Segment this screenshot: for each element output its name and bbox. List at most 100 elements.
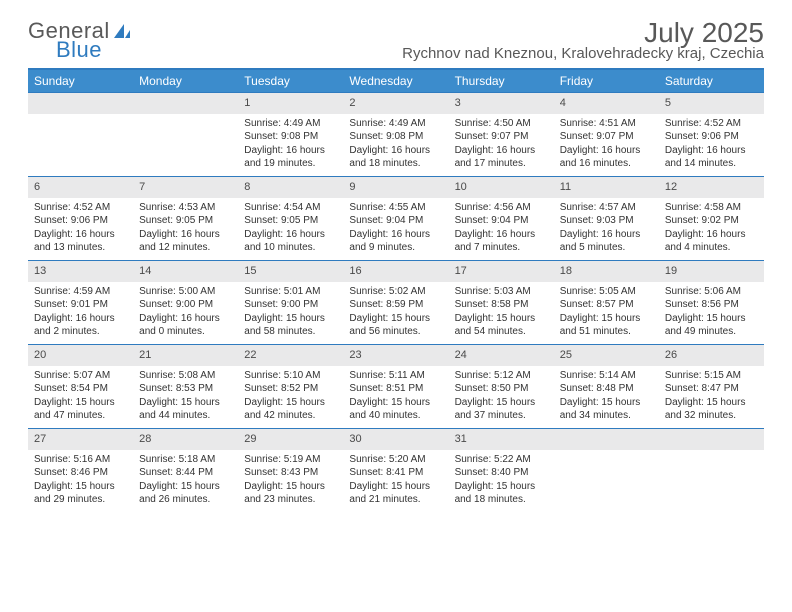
day-number: 25 bbox=[554, 345, 659, 366]
day-header: Tuesday bbox=[238, 69, 343, 93]
sunrise-line: Sunrise: 4:58 AM bbox=[665, 201, 758, 215]
day-number: 19 bbox=[659, 261, 764, 282]
day-number: 6 bbox=[28, 177, 133, 198]
day-header: Friday bbox=[554, 69, 659, 93]
sunrise-line: Sunrise: 5:11 AM bbox=[349, 369, 442, 383]
cell-body: Sunrise: 5:07 AMSunset: 8:54 PMDaylight:… bbox=[28, 366, 133, 427]
sunset-line: Sunset: 9:04 PM bbox=[349, 214, 442, 228]
day-number: 17 bbox=[449, 261, 554, 282]
cell-body: Sunrise: 5:01 AMSunset: 9:00 PMDaylight:… bbox=[238, 282, 343, 343]
calendar-cell: 29Sunrise: 5:19 AMSunset: 8:43 PMDayligh… bbox=[238, 428, 343, 512]
sunset-line: Sunset: 8:47 PM bbox=[665, 382, 758, 396]
calendar-cell: 20Sunrise: 5:07 AMSunset: 8:54 PMDayligh… bbox=[28, 344, 133, 428]
sunset-line: Sunset: 8:53 PM bbox=[139, 382, 232, 396]
sunrise-line: Sunrise: 5:00 AM bbox=[139, 285, 232, 299]
daylight-line: Daylight: 15 hours and 42 minutes. bbox=[244, 396, 337, 423]
sunset-line: Sunset: 8:43 PM bbox=[244, 466, 337, 480]
calendar-week-row: 1 Sunrise: 4:49 AM Sunset: 9:08 PM Daylight… bbox=[28, 92, 764, 176]
day-number: 8 bbox=[238, 177, 343, 198]
daylight-line: Daylight: 16 hours and 17 minutes. bbox=[455, 144, 548, 171]
sunrise-line: Sunrise: 4:55 AM bbox=[349, 201, 442, 215]
sunrise-line: Sunrise: 5:03 AM bbox=[455, 285, 548, 299]
day-number: 10 bbox=[449, 177, 554, 198]
sunset-line: Sunset: 9:06 PM bbox=[34, 214, 127, 228]
daylight-line: Daylight: 16 hours and 5 minutes. bbox=[560, 228, 653, 255]
cell-body: Sunrise: 4:54 AMSunset: 9:05 PMDaylight:… bbox=[238, 198, 343, 259]
sunset-line: Sunset: 9:03 PM bbox=[560, 214, 653, 228]
sunset-line: Sunset: 8:41 PM bbox=[349, 466, 442, 480]
sunset-line: Sunset: 8:59 PM bbox=[349, 298, 442, 312]
calendar-cell: 17Sunrise: 5:03 AMSunset: 8:58 PMDayligh… bbox=[449, 260, 554, 344]
day-number-empty bbox=[659, 429, 764, 450]
sunrise-line: Sunrise: 5:02 AM bbox=[349, 285, 442, 299]
calendar-cell: 14Sunrise: 5:00 AMSunset: 9:00 PMDayligh… bbox=[133, 260, 238, 344]
day-number: 9 bbox=[343, 177, 448, 198]
day-number: 3 bbox=[449, 93, 554, 114]
calendar-cell: 27Sunrise: 5:16 AMSunset: 8:46 PMDayligh… bbox=[28, 428, 133, 512]
sunrise-line: Sunrise: 4:51 AM bbox=[560, 117, 653, 131]
daylight-line: Daylight: 16 hours and 16 minutes. bbox=[560, 144, 653, 171]
calendar-cell: 25Sunrise: 5:14 AMSunset: 8:48 PMDayligh… bbox=[554, 344, 659, 428]
calendar-cell bbox=[133, 92, 238, 176]
sunset-line: Sunset: 9:01 PM bbox=[34, 298, 127, 312]
day-number: 1 bbox=[238, 93, 343, 114]
sunset-line: Sunset: 9:05 PM bbox=[139, 214, 232, 228]
cell-body: Sunrise: 5:05 AMSunset: 8:57 PMDaylight:… bbox=[554, 282, 659, 343]
day-number-empty bbox=[554, 429, 659, 450]
cell-body: Sunrise: 4:52 AMSunset: 9:06 PMDaylight:… bbox=[659, 114, 764, 175]
day-number: 22 bbox=[238, 345, 343, 366]
sunset-line: Sunset: 8:52 PM bbox=[244, 382, 337, 396]
calendar-cell: 2Sunrise: 4:49 AMSunset: 9:08 PMDaylight… bbox=[343, 92, 448, 176]
sunrise-line: Sunrise: 5:05 AM bbox=[560, 285, 653, 299]
day-header: Saturday bbox=[659, 69, 764, 93]
sunrise-line: Sunrise: 4:49 AM bbox=[349, 117, 442, 131]
cell-body: Sunrise: 5:14 AMSunset: 8:48 PMDaylight:… bbox=[554, 366, 659, 427]
daylight-line: Daylight: 16 hours and 14 minutes. bbox=[665, 144, 758, 171]
calendar-cell: 22Sunrise: 5:10 AMSunset: 8:52 PMDayligh… bbox=[238, 344, 343, 428]
day-number: 28 bbox=[133, 429, 238, 450]
location: Rychnov nad Kneznou, Kralovehradecky kra… bbox=[28, 45, 764, 62]
daylight-line: Daylight: 15 hours and 58 minutes. bbox=[244, 312, 337, 339]
cell-body: Sunrise: 5:10 AMSunset: 8:52 PMDaylight:… bbox=[238, 366, 343, 427]
sunrise-line: Sunrise: 4:56 AM bbox=[455, 201, 548, 215]
sunrise-line: Sunrise: 5:10 AM bbox=[244, 369, 337, 383]
calendar-cell: 5Sunrise: 4:52 AMSunset: 9:06 PMDaylight… bbox=[659, 92, 764, 176]
cell-body: Sunrise: 5:06 AMSunset: 8:56 PMDaylight:… bbox=[659, 282, 764, 343]
calendar-week-row: 27Sunrise: 5:16 AMSunset: 8:46 PMDayligh… bbox=[28, 428, 764, 512]
daylight-line: Daylight: 16 hours and 4 minutes. bbox=[665, 228, 758, 255]
daylight-line: Daylight: 15 hours and 32 minutes. bbox=[665, 396, 758, 423]
day-number: 21 bbox=[133, 345, 238, 366]
sunrise-line: Sunrise: 5:22 AM bbox=[455, 453, 548, 467]
cell-body: Sunrise: 5:20 AMSunset: 8:41 PMDaylight:… bbox=[343, 450, 448, 511]
sunset-line: Sunset: 9:08 PM bbox=[244, 130, 337, 144]
sunset-line: Sunset: 8:46 PM bbox=[34, 466, 127, 480]
calendar-cell: 3Sunrise: 4:50 AMSunset: 9:07 PMDaylight… bbox=[449, 92, 554, 176]
day-number: 18 bbox=[554, 261, 659, 282]
calendar-cell: 7Sunrise: 4:53 AMSunset: 9:05 PMDaylight… bbox=[133, 176, 238, 260]
sunrise-line: Sunrise: 5:16 AM bbox=[34, 453, 127, 467]
sunrise-line: Sunrise: 4:59 AM bbox=[34, 285, 127, 299]
cell-body: Sunrise: 4:53 AMSunset: 9:05 PMDaylight:… bbox=[133, 198, 238, 259]
day-number: 2 bbox=[343, 93, 448, 114]
calendar-week-row: 6Sunrise: 4:52 AMSunset: 9:06 PMDaylight… bbox=[28, 176, 764, 260]
sunrise-line: Sunrise: 4:53 AM bbox=[139, 201, 232, 215]
day-number: 16 bbox=[343, 261, 448, 282]
sunset-line: Sunset: 8:57 PM bbox=[560, 298, 653, 312]
cell-body: Sunrise: 4:52 AMSunset: 9:06 PMDaylight:… bbox=[28, 198, 133, 259]
calendar-cell: 24Sunrise: 5:12 AMSunset: 8:50 PMDayligh… bbox=[449, 344, 554, 428]
day-number: 29 bbox=[238, 429, 343, 450]
calendar-cell: 28Sunrise: 5:18 AMSunset: 8:44 PMDayligh… bbox=[133, 428, 238, 512]
daylight-line: Daylight: 15 hours and 56 minutes. bbox=[349, 312, 442, 339]
sunset-line: Sunset: 8:48 PM bbox=[560, 382, 653, 396]
calendar-cell: 10Sunrise: 4:56 AMSunset: 9:04 PMDayligh… bbox=[449, 176, 554, 260]
daylight-line: Daylight: 15 hours and 47 minutes. bbox=[34, 396, 127, 423]
sunrise-line: Sunrise: 5:07 AM bbox=[34, 369, 127, 383]
calendar-week-row: 20Sunrise: 5:07 AMSunset: 8:54 PMDayligh… bbox=[28, 344, 764, 428]
sunset-line: Sunset: 9:07 PM bbox=[560, 130, 653, 144]
sunset-line: Sunset: 9:00 PM bbox=[244, 298, 337, 312]
calendar-cell: 21Sunrise: 5:08 AMSunset: 8:53 PMDayligh… bbox=[133, 344, 238, 428]
daylight-line: Daylight: 15 hours and 23 minutes. bbox=[244, 480, 337, 507]
day-number: 13 bbox=[28, 261, 133, 282]
cell-body: Sunrise: 5:00 AMSunset: 9:00 PMDaylight:… bbox=[133, 282, 238, 343]
cell-body: Sunrise: 4:56 AMSunset: 9:04 PMDaylight:… bbox=[449, 198, 554, 259]
